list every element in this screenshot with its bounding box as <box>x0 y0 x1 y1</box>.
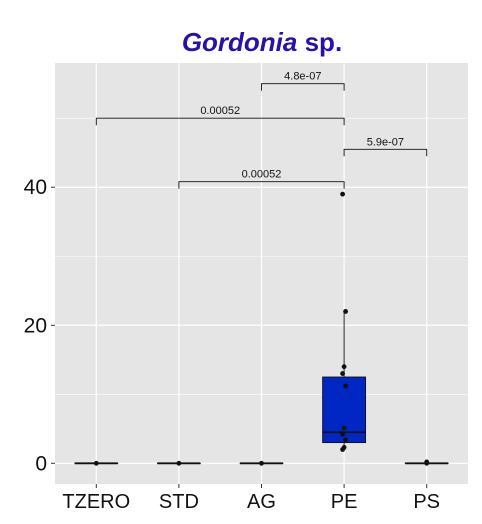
data-point <box>341 445 347 450</box>
comparison-bracket <box>343 148 428 157</box>
x-tick-label: PE <box>331 491 358 513</box>
y-tick-label: 20 <box>24 314 47 337</box>
y-tick-label: 0 <box>35 452 47 475</box>
comparison-bracket <box>95 117 345 126</box>
comparison-bracket <box>261 83 345 91</box>
data-point <box>424 459 430 465</box>
data-point <box>343 437 348 443</box>
data-point <box>340 191 345 197</box>
y-tick-label: 40 <box>24 176 47 199</box>
data-point <box>93 460 99 466</box>
data-point <box>340 371 345 376</box>
data-point <box>176 460 182 466</box>
x-tick-label: STD <box>159 491 199 513</box>
x-tick-label: TZERO <box>62 491 130 513</box>
data-point <box>343 309 348 314</box>
title-suffix: sp. <box>297 27 342 57</box>
x-tick-label: AG <box>247 491 276 513</box>
p-value-label: 5.9e-07 <box>367 136 404 148</box>
data-point <box>340 431 345 437</box>
axes: 0 20 40 TZERO STD AG PE PS <box>24 176 440 513</box>
p-value-label: 0.00052 <box>200 105 240 117</box>
chart-title: Gordonia sp. <box>182 27 342 57</box>
data-marks: 4.8e-07 0.00052 5.9e-07 0.00052 <box>74 71 449 466</box>
x-tick-label: PS <box>413 491 440 513</box>
comparison-bracket <box>178 181 345 189</box>
data-point <box>341 425 347 431</box>
p-value-label: 4.8e-07 <box>284 71 321 83</box>
data-point <box>343 383 348 389</box>
p-value-label: 0.00052 <box>242 169 282 181</box>
data-point <box>259 460 264 466</box>
data-point <box>341 364 347 370</box>
title-genus: Gordonia <box>182 27 298 57</box>
